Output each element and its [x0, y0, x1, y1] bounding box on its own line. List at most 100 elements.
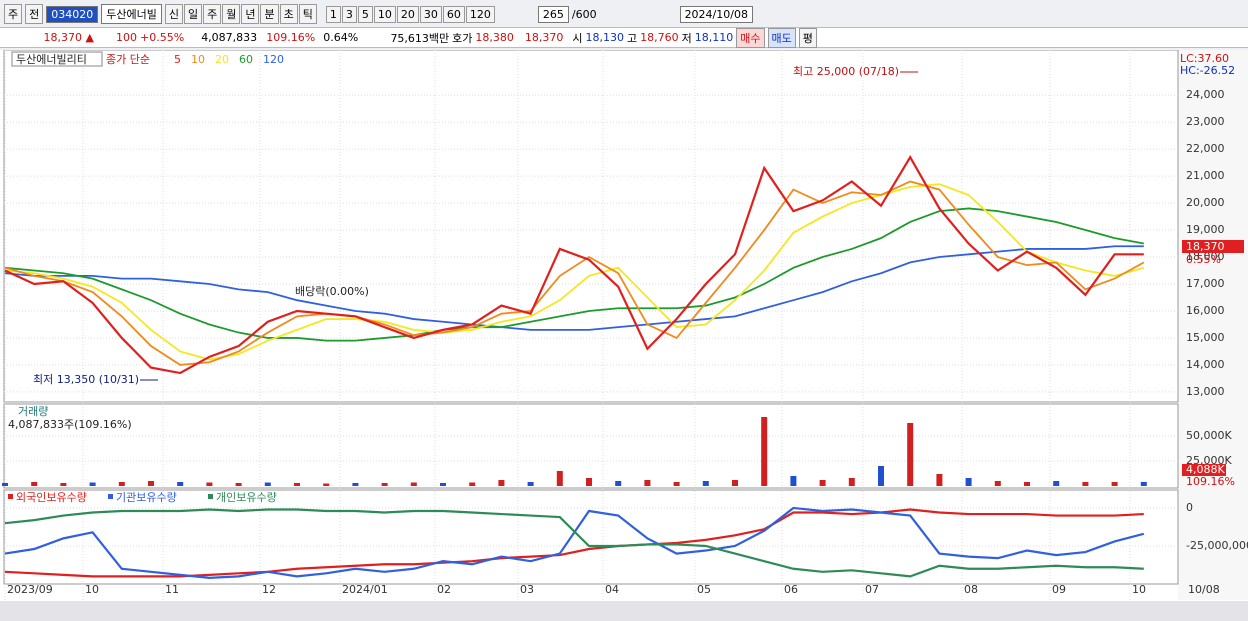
period-button[interactable]: 초	[279, 4, 298, 24]
volume-bar	[586, 478, 592, 486]
x-tick-label: 06	[784, 583, 798, 596]
code[interactable]: 034020	[46, 5, 99, 23]
open: 18,130	[585, 31, 625, 44]
legend-swatch	[108, 494, 113, 499]
scrollbar[interactable]	[0, 601, 1248, 621]
interval-button[interactable]: 20	[396, 5, 419, 23]
volume-bar	[148, 481, 154, 486]
buy-button[interactable]: 매수	[736, 27, 765, 48]
name-box	[11, 51, 103, 67]
volume-bar	[294, 483, 300, 486]
annotation-low: 최저 13,350 (10/31)	[33, 373, 139, 386]
last-rate: 0.55%	[1186, 253, 1221, 266]
prev[interactable]: 전	[25, 4, 44, 24]
annotation-high: 최고 25,000 (07/18)	[793, 65, 899, 78]
turnover: 0.64%	[323, 31, 359, 44]
period-button[interactable]: 월	[222, 4, 241, 24]
hc: HC:-26.52	[1180, 64, 1235, 77]
y-tick-label: 16,000	[1186, 304, 1225, 317]
period-button[interactable]: 틱	[298, 4, 317, 24]
period-button[interactable]: 신	[164, 4, 183, 24]
y-tick-label: 14,000	[1186, 358, 1225, 371]
y-tick-label: 18,000	[1186, 250, 1225, 263]
interval-button[interactable]: 60	[442, 5, 465, 23]
avg-button[interactable]: 평	[798, 27, 817, 48]
axis-bg	[1178, 50, 1248, 600]
y-tick-label: 13,000	[1186, 385, 1225, 398]
x-tick-label: 10	[85, 583, 99, 596]
volume-bar	[1024, 482, 1030, 486]
volume-bar	[206, 482, 213, 486]
x-tick-label: 04	[605, 583, 619, 596]
interval-button[interactable]: 30	[419, 5, 442, 23]
count[interactable]: 265	[537, 5, 569, 23]
volume-bar	[352, 483, 359, 486]
volume-bar	[673, 482, 680, 486]
high: 18,760	[640, 31, 679, 44]
volume-bar	[761, 417, 768, 486]
change: 100	[116, 31, 137, 44]
volume-bar	[994, 481, 1001, 486]
y-tick-label: 21,000	[1186, 169, 1225, 182]
stock-name: 두산에너빌	[101, 4, 162, 24]
period-button[interactable]: 주	[203, 4, 222, 24]
x-tick-label: 12	[262, 583, 276, 596]
series-line	[4, 183, 1145, 361]
vol-rate: 109.16%	[266, 31, 316, 44]
quote-bar: 18,370 ▲ 100 +0.55% 4,087,833 109.16% 0.…	[0, 27, 1248, 48]
volume-bar	[848, 478, 855, 486]
interval-button[interactable]: 120	[465, 5, 495, 23]
y-tick-label: 24,000	[1186, 88, 1225, 101]
period-button[interactable]: 일	[183, 4, 203, 24]
volume-title: 거래량	[18, 405, 48, 418]
market[interactable]: 주	[4, 4, 23, 24]
last-price: 18,370	[1186, 240, 1225, 253]
legend-entry: 기관보유수량	[116, 491, 177, 504]
x-tick-label: 2023/09	[7, 583, 53, 596]
volume-bar	[177, 482, 184, 486]
period-button[interactable]: 년	[241, 4, 260, 24]
volume-bar	[644, 480, 651, 486]
x-tick-label: 09	[1052, 583, 1066, 596]
x-tick-label: 2024/01	[342, 583, 388, 596]
y-tick-label: 15,000	[1186, 331, 1225, 344]
volume-bar	[235, 483, 242, 486]
series-line	[4, 508, 1144, 578]
last-date: 10/08	[1188, 583, 1220, 596]
legend-swatch	[8, 494, 13, 499]
legend-entry: 20	[215, 53, 229, 66]
date[interactable]: 2024/10/08	[679, 5, 753, 23]
volume-bar	[323, 483, 330, 486]
interval-button[interactable]: 3	[341, 5, 357, 23]
volume: 4,087,833	[201, 31, 258, 44]
y-tick-label: 19,000	[1186, 223, 1225, 236]
last-volume-rate: 109.16%	[1186, 475, 1235, 488]
sell-button[interactable]: 매도	[767, 27, 796, 48]
amount: 75,613백만	[390, 31, 450, 45]
rate: +0.55%	[140, 31, 185, 44]
ask: 18,380	[475, 31, 514, 44]
legend-swatch	[208, 494, 213, 499]
legend-entry: 60	[239, 53, 253, 66]
y-tick-label: 0	[1186, 501, 1193, 514]
annotation-dividend: 배당락(0.00%)	[295, 285, 369, 298]
interval-button[interactable]: 10	[373, 5, 396, 23]
volume-bar	[89, 482, 96, 486]
volume-bar	[381, 483, 388, 486]
volume-bar	[1111, 482, 1118, 486]
panel	[3, 489, 1179, 585]
volume-bar	[527, 482, 534, 486]
period-button[interactable]: 분	[260, 4, 279, 24]
volume-bar	[469, 482, 476, 486]
interval-button[interactable]: 5	[357, 5, 373, 23]
series-line	[4, 245, 1144, 331]
interval-button[interactable]: 1	[325, 5, 341, 23]
bid: 18,370	[524, 31, 564, 44]
panel	[3, 403, 1179, 489]
y-tick-label: 23,000	[1186, 115, 1225, 128]
volume-bar	[732, 480, 738, 486]
volume-bar	[1140, 481, 1147, 486]
